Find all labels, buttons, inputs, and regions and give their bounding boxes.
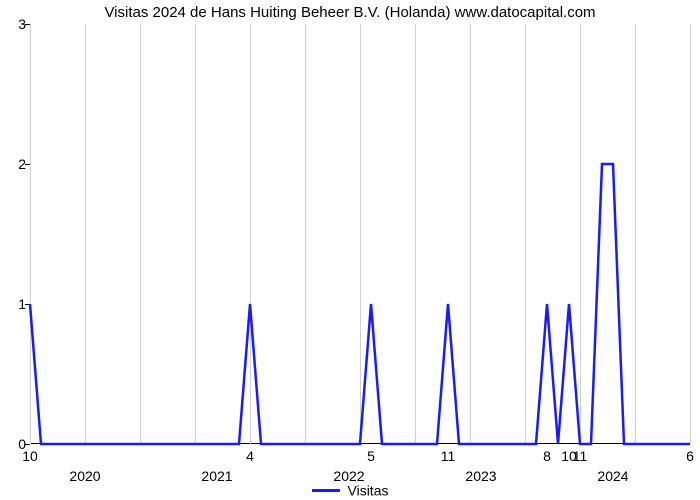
legend: Visitas bbox=[0, 481, 700, 498]
chart-title: Visitas 2024 de Hans Huiting Beheer B.V.… bbox=[0, 4, 700, 21]
x-gridline bbox=[690, 24, 691, 444]
x-overlay-label: 10 bbox=[22, 448, 38, 464]
x-overlay-label: 4 bbox=[246, 448, 254, 464]
x-overlay-label: 6 bbox=[686, 448, 694, 464]
x-overlay-label: 5 bbox=[367, 448, 375, 464]
x-overlay-label: 11 bbox=[441, 448, 456, 464]
x-overlay-label: 11 bbox=[573, 448, 588, 464]
x-overlay-label: 8 bbox=[543, 448, 551, 464]
legend-label: Visitas bbox=[348, 482, 389, 498]
y-tick bbox=[25, 444, 30, 445]
legend-swatch bbox=[312, 489, 340, 492]
series-line bbox=[30, 24, 690, 444]
